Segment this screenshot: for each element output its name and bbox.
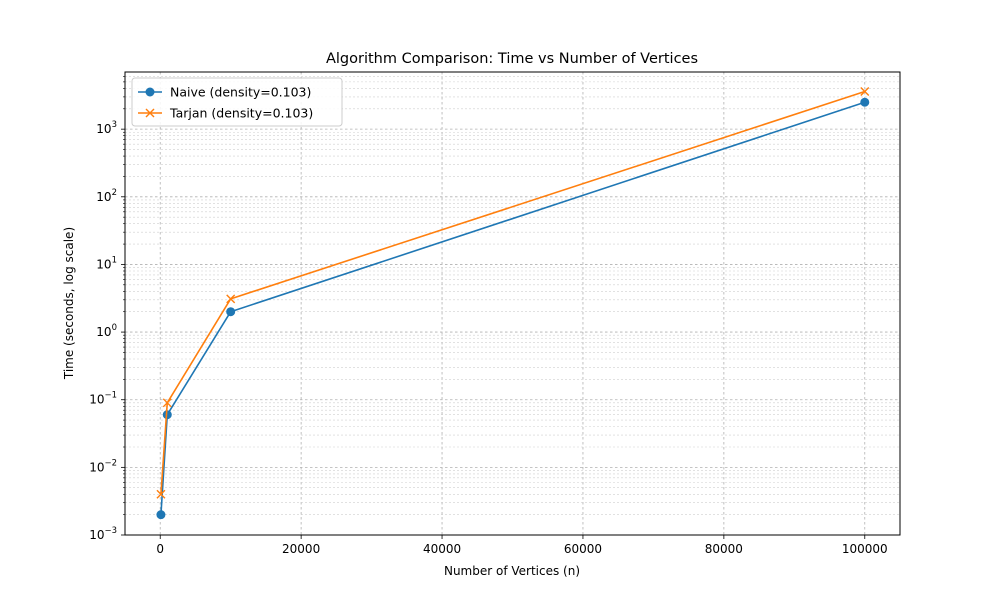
data-point <box>156 510 166 520</box>
y-tick-label: 103 <box>96 120 117 136</box>
y-axis: 10−3 10−2 10−1 100 101 102 103 <box>89 76 125 542</box>
data-point <box>226 294 236 304</box>
data-point <box>162 410 172 420</box>
grid <box>125 72 900 536</box>
x-tick-label: 20000 <box>282 542 320 556</box>
y-tick-label: 10−3 <box>89 526 117 542</box>
y-tick-label: 102 <box>96 188 117 204</box>
x-axis-label: Number of Vertices (n) <box>444 564 580 578</box>
data-point <box>156 489 166 499</box>
plot-frame <box>124 71 901 536</box>
x-marker-stroke <box>226 294 236 304</box>
x-tick-label: 0 <box>156 542 164 556</box>
x-tick-label: 60000 <box>564 542 602 556</box>
legend-box <box>131 77 343 127</box>
series-naive <box>156 97 870 520</box>
y-tick-label: 10−2 <box>89 458 117 474</box>
legend-marker <box>145 87 155 97</box>
x-tick-label: 100000 <box>842 542 888 556</box>
y-tick-label: 10−1 <box>89 391 117 407</box>
y-tick-label: 101 <box>96 255 117 271</box>
y-axis-label: Time (seconds, log scale) <box>62 227 76 380</box>
y-tick-label: 100 <box>96 323 117 339</box>
series-tarjan <box>156 87 870 499</box>
series-line <box>160 90 866 495</box>
legend-label: Naive (density=0.103) <box>170 85 311 100</box>
legend-item: Tarjan (density=0.103) <box>138 106 313 121</box>
data-point <box>860 97 870 107</box>
series-line <box>160 101 866 515</box>
chart-title: Algorithm Comparison: Time vs Number of … <box>326 51 698 67</box>
plot-series <box>156 87 870 520</box>
x-tick-label: 40000 <box>423 542 461 556</box>
data-point <box>162 398 172 408</box>
x-marker-stroke <box>156 489 166 499</box>
legend-marker <box>145 108 155 118</box>
data-point <box>226 307 236 317</box>
x-marker-stroke <box>860 87 870 97</box>
data-point <box>860 87 870 97</box>
legend-label: Tarjan (density=0.103) <box>169 106 313 121</box>
x-axis: 0 20000 40000 60000 80000 100000 <box>156 535 888 556</box>
legend: Naive (density=0.103) Tarjan (density=0.1… <box>131 77 343 127</box>
x-tick-label: 80000 <box>705 542 743 556</box>
x-marker-stroke <box>162 398 172 408</box>
legend-item: Naive (density=0.103) <box>138 85 311 100</box>
